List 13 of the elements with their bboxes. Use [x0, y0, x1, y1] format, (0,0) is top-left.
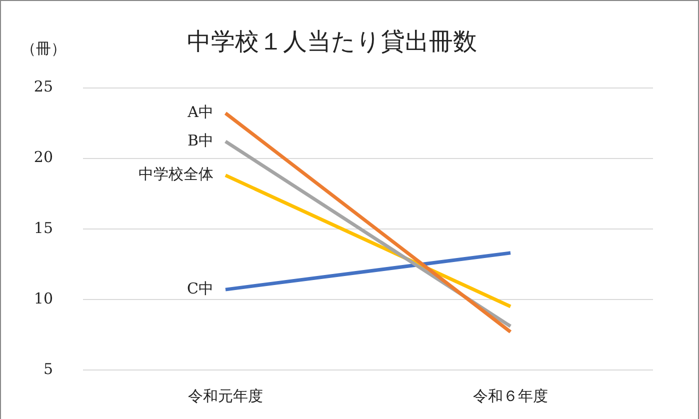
chart-title: 中学校１人当たり貸出冊数: [187, 28, 477, 56]
x-tick-label: 令和元年度: [188, 386, 263, 405]
series-label: C中: [187, 279, 214, 298]
series-label: B中: [187, 131, 214, 150]
x-tick-label: 令和６年度: [473, 386, 548, 405]
y-tick-label: 5: [43, 360, 53, 378]
y-tick-label: 20: [34, 148, 53, 166]
series-label: A中: [186, 103, 214, 122]
series-label: 中学校全体: [138, 165, 214, 184]
y-tick-label: 10: [34, 289, 53, 308]
y-tick-label: 25: [34, 78, 53, 96]
y-axis-title: （冊）: [21, 40, 66, 58]
y-tick-label: 15: [34, 218, 53, 237]
